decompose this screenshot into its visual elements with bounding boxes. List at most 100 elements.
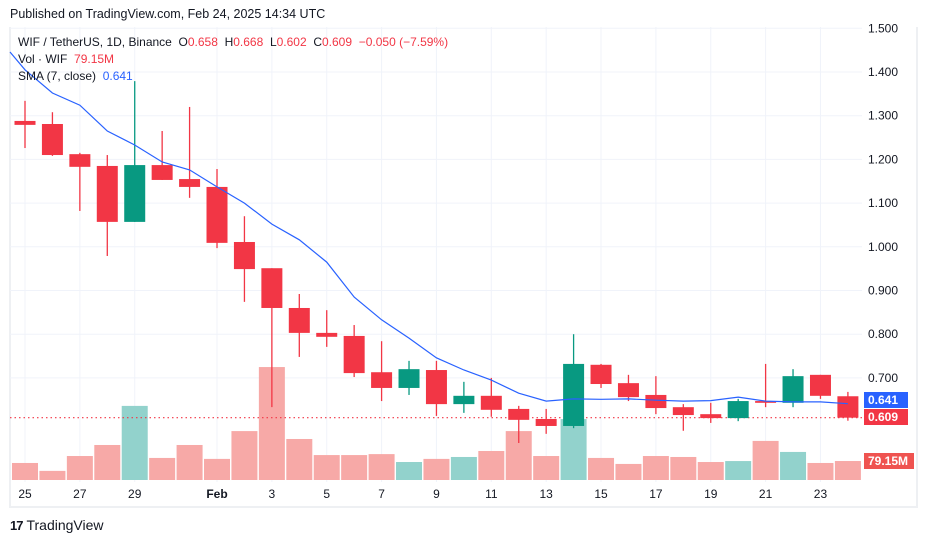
legend-volume: Vol · WIF 79.15M [18, 52, 114, 66]
candle-body [672, 407, 694, 416]
candle-body [480, 395, 502, 410]
volume-bar [66, 456, 93, 480]
volume-bar [396, 462, 423, 480]
published-caption: Published on TradingView.com, Feb 24, 20… [10, 7, 326, 21]
volume-bar [149, 457, 176, 480]
volume-label[interactable]: Vol · WIF [18, 52, 68, 66]
high-label: H [224, 35, 234, 49]
volume-bar [780, 451, 807, 480]
candle-body [727, 401, 749, 419]
candle-body [343, 335, 365, 374]
low-label: L [269, 35, 277, 49]
y-tick-label: 1.200 [868, 152, 898, 166]
volume-bar [121, 405, 148, 480]
legend-ohlc: WIF / TetherUS, 1D, Binance O0.658 H0.66… [18, 35, 448, 49]
x-tick-label: Feb [206, 487, 227, 501]
tradingview-logo-text: TradingView [26, 517, 104, 533]
y-tick-label: 0.800 [868, 327, 898, 341]
x-tick-label: 21 [759, 487, 773, 501]
tradingview-logo[interactable]: 17 TradingView [10, 517, 104, 533]
x-tick-label: 15 [594, 487, 608, 501]
volume-bar [176, 444, 203, 480]
volume-bar [231, 431, 258, 480]
candle-body [590, 364, 612, 385]
sma-value: 0.641 [102, 69, 133, 83]
candle-body [782, 376, 804, 403]
candle-body [398, 369, 420, 388]
volume-bar [39, 470, 66, 480]
candle-body [617, 383, 639, 398]
y-tick-label: 0.900 [868, 284, 898, 298]
volume-bar [368, 454, 395, 480]
candle-body [124, 165, 146, 222]
candle-body [288, 307, 310, 333]
candle-body [179, 179, 201, 187]
volume-bar [341, 455, 368, 480]
volume-bar [204, 458, 231, 480]
legend-sma: SMA (7, close) 0.641 [18, 69, 133, 83]
x-tick-label: 25 [18, 487, 32, 501]
volume-bar [807, 462, 834, 480]
volume-bar [670, 456, 697, 480]
volume-bar [12, 462, 38, 480]
volume-bar [286, 438, 313, 480]
volume-bar [725, 461, 752, 480]
chart-frame [9, 27, 918, 508]
candle-body [837, 396, 859, 418]
candle-body [233, 241, 255, 270]
x-tick-label: 23 [814, 487, 828, 501]
y-tick-label: 1.500 [868, 21, 898, 35]
candle-body [14, 120, 36, 125]
y-tick-label: 1.300 [868, 109, 898, 123]
volume-bar [642, 456, 669, 480]
volume-bar [615, 463, 642, 480]
change-value: −0.050 (−7.59%) [358, 35, 449, 49]
x-tick-label: 7 [378, 487, 385, 501]
volume-bar [752, 440, 779, 480]
y-tick-label: 0.700 [868, 371, 898, 385]
candle-body [261, 268, 283, 308]
low-value: 0.602 [276, 35, 307, 49]
candle-body [508, 408, 530, 420]
close-price-tag: 0.609 [864, 409, 908, 425]
y-tick-label: 1.000 [868, 240, 898, 254]
x-tick-label: 27 [73, 487, 87, 501]
y-tick-label: 1.400 [868, 65, 898, 79]
candle-body [755, 401, 777, 403]
candle-body [563, 363, 585, 426]
x-tick-label: 17 [649, 487, 663, 501]
candle-body [371, 372, 393, 388]
volume-bar [533, 456, 560, 480]
x-tick-label: 11 [485, 487, 498, 501]
volume-bar [478, 450, 505, 480]
volume-bar [313, 455, 340, 480]
open-label: O [178, 35, 188, 49]
tradingview-logo-icon: 17 [10, 517, 24, 533]
candle-body [96, 165, 118, 222]
x-tick-label: 13 [539, 487, 553, 501]
volume-value: 79.15M [74, 52, 115, 66]
x-tick-label: 9 [433, 487, 440, 501]
legend-symbol[interactable]: WIF / TetherUS, 1D, Binance [18, 35, 172, 49]
candle-body [425, 370, 447, 405]
volume-bar [834, 461, 861, 480]
x-tick-label: 5 [323, 487, 330, 501]
open-value: 0.658 [187, 35, 218, 49]
volume-bar [697, 462, 724, 480]
sma-label[interactable]: SMA (7, close) [18, 69, 97, 83]
volume-bar [560, 419, 587, 480]
candle-body [453, 395, 475, 405]
volume-tag: 79.15M [864, 453, 914, 469]
volume-bar [94, 444, 121, 480]
x-tick-label: 19 [704, 487, 718, 501]
volume-bar [588, 457, 615, 480]
close-value: 0.609 [322, 35, 353, 49]
candle-body [151, 165, 173, 180]
close-label: C [313, 35, 322, 49]
candle-body [809, 374, 831, 396]
candle-body [41, 124, 63, 156]
candle-body [206, 186, 228, 243]
candle-body [700, 414, 722, 419]
volume-bar [450, 456, 477, 480]
